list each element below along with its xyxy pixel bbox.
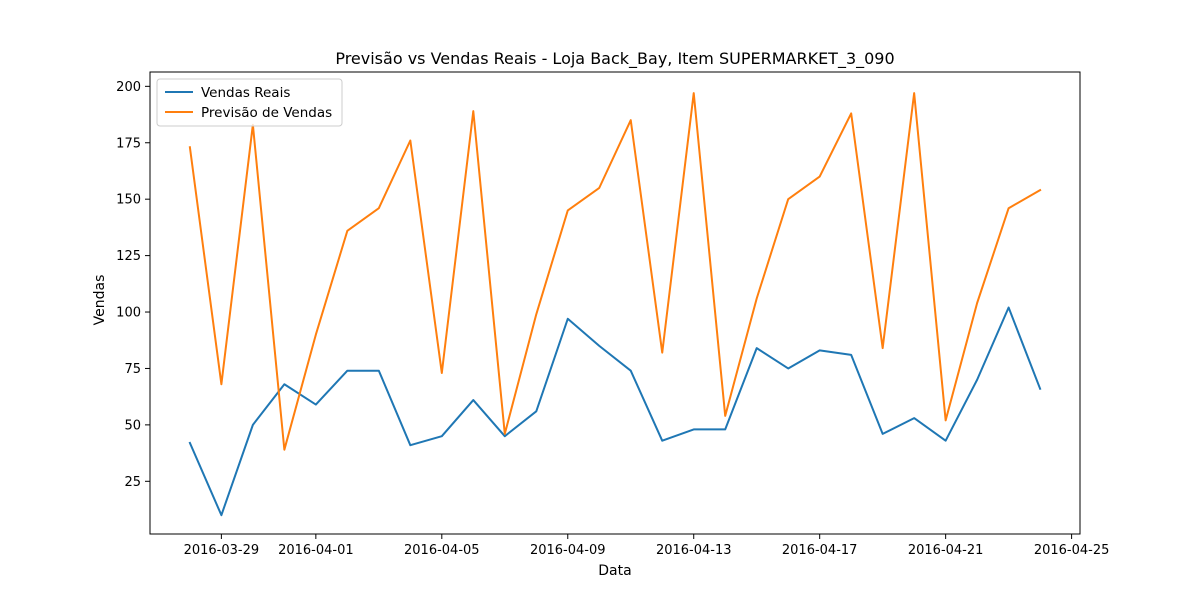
x-tick-label: 2016-04-25	[1034, 543, 1110, 558]
y-tick-label: 75	[124, 362, 141, 377]
x-axis-label: Data	[598, 563, 631, 579]
y-axis-label: Vendas	[92, 275, 108, 326]
plot-area: 2016-03-29 2016-04-01 2016-04-05 2016-04-09…	[116, 71, 1110, 558]
axes-frame	[149, 71, 1081, 535]
series-line-vendas-reais	[188, 306, 1042, 517]
x-tick-label: 2016-04-01	[278, 543, 354, 558]
x-tick-label: 2016-03-29	[184, 543, 260, 558]
x-tick-label: 2016-04-21	[908, 543, 984, 558]
x-tick-label: 2016-04-09	[530, 543, 606, 558]
x-tick-label: 2016-04-13	[656, 543, 732, 558]
y-tick-label: 25	[124, 475, 141, 490]
legend-box	[156, 78, 343, 127]
y-tick-label: 50	[124, 418, 141, 433]
y-tick-label: 175	[116, 136, 141, 151]
series-line-previsao-de-vendas	[188, 92, 1042, 451]
x-tick-label: 2016-04-05	[404, 543, 480, 558]
x-tick-label: 2016-04-17	[782, 543, 858, 558]
chart-title: Previsão vs Vendas Reais - Loja Back_Bay…	[335, 49, 894, 69]
legend-label-previsao-de-vendas: Previsão de Vendas	[201, 105, 332, 121]
legend-label-vendas-reais: Vendas Reais	[201, 85, 290, 101]
y-tick-label: 150	[116, 193, 141, 208]
y-tick-label: 200	[116, 80, 141, 95]
legend: Vendas Reais Previsão de Vendas	[156, 78, 343, 127]
y-tick-label: 100	[116, 306, 141, 321]
y-tick-label: 125	[116, 249, 141, 264]
